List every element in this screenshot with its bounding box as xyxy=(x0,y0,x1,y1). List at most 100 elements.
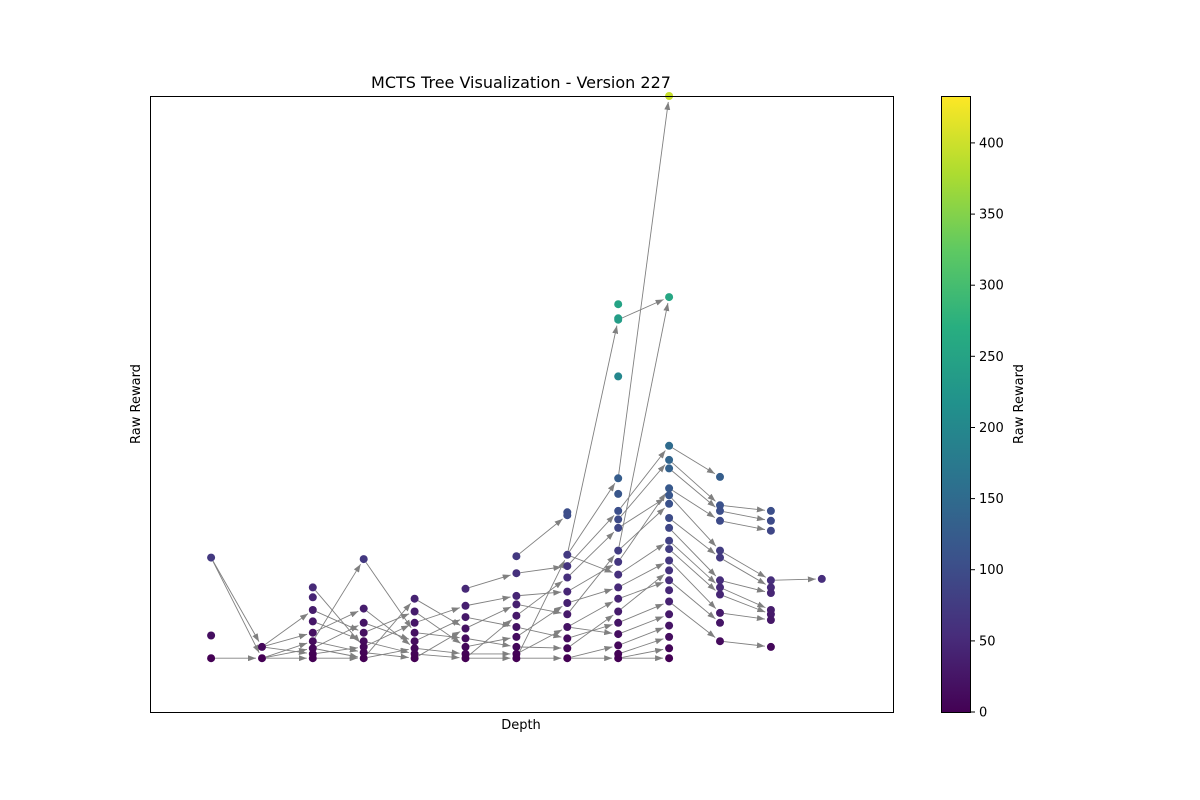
tree-node xyxy=(410,594,419,603)
tree-node xyxy=(461,634,470,643)
tree-edge xyxy=(621,627,664,645)
tree-node xyxy=(563,623,572,631)
tree-node xyxy=(716,506,724,515)
tree-node xyxy=(665,484,674,493)
colorbar-tick-label: 350 xyxy=(979,208,1004,223)
tree-edge xyxy=(567,325,619,551)
tree-node xyxy=(614,641,623,650)
tree-edge xyxy=(469,617,511,628)
tree-node xyxy=(665,586,674,595)
tree-edge xyxy=(569,531,615,576)
tree-edge xyxy=(520,565,562,574)
tree-edge xyxy=(365,603,412,656)
tree-edge xyxy=(314,563,361,639)
edges-layer xyxy=(212,101,816,662)
tree-node xyxy=(563,634,572,643)
tree-node xyxy=(665,536,674,545)
colorbar-tick-label: 150 xyxy=(979,492,1004,507)
colorbar-tick-label: 200 xyxy=(979,421,1004,436)
tree-edge xyxy=(671,520,716,555)
plot-frame xyxy=(150,96,894,713)
tree-node xyxy=(308,637,317,646)
tree-edge xyxy=(316,648,358,659)
tree-node xyxy=(563,511,572,520)
tree-edge xyxy=(264,613,309,645)
tree-node xyxy=(614,630,623,639)
tree-node xyxy=(665,621,674,630)
colorbar-tick-label: 100 xyxy=(979,563,1004,578)
tree-node xyxy=(716,501,724,510)
tree-node xyxy=(665,597,674,606)
tree-edge xyxy=(620,464,666,517)
tree-edge xyxy=(723,588,766,609)
tree-node xyxy=(308,593,317,602)
tree-edge xyxy=(367,624,410,646)
tree-node xyxy=(359,628,368,637)
tree-edge xyxy=(519,605,563,636)
tree-node xyxy=(665,632,674,641)
tree-node xyxy=(817,574,826,583)
tree-node xyxy=(308,628,317,637)
tree-node xyxy=(665,556,674,565)
tree-node xyxy=(563,550,572,559)
tree-node xyxy=(766,526,775,535)
tree-node xyxy=(563,573,572,582)
tree-node xyxy=(766,576,775,585)
tree-edge xyxy=(620,450,666,509)
tree-edge xyxy=(571,645,613,658)
tree-node xyxy=(207,631,216,640)
tree-edge xyxy=(621,299,664,319)
colorbar-ticks: 0 50 100 150 200 250 300 350 400 xyxy=(971,136,1004,721)
tree-edge xyxy=(520,627,562,639)
tree-edge xyxy=(316,610,359,632)
tree-edge xyxy=(570,588,613,603)
tree-node xyxy=(410,618,419,627)
tree-edge xyxy=(618,101,671,475)
tree-edge xyxy=(723,521,766,532)
tree-edge xyxy=(570,601,614,626)
tree-node xyxy=(359,637,368,646)
tree-node xyxy=(308,583,317,592)
tree-node xyxy=(614,489,623,498)
tree-edge xyxy=(622,647,664,658)
tree-edge xyxy=(571,627,613,636)
tree-edge xyxy=(723,641,765,649)
tree-node xyxy=(461,613,470,622)
tree-edge xyxy=(265,646,307,655)
colorbar xyxy=(941,96,971,713)
tree-edge xyxy=(570,555,613,573)
colorbar-tick-label: 250 xyxy=(979,350,1004,365)
tree-edge xyxy=(620,507,666,549)
tree-node xyxy=(512,654,521,663)
tree-node xyxy=(359,618,368,627)
tree-edge xyxy=(469,574,511,589)
tree-node xyxy=(766,506,775,515)
tree-edge xyxy=(367,623,410,640)
tree-edge xyxy=(212,560,260,654)
tree-edge xyxy=(723,595,766,613)
tree-node xyxy=(614,607,623,616)
tree-edge xyxy=(519,629,563,653)
tree-node xyxy=(410,628,419,637)
colorbar-tick-label: 50 xyxy=(979,634,996,649)
tree-edge xyxy=(418,619,461,640)
tree-node xyxy=(410,644,419,653)
tree-node xyxy=(665,545,674,554)
tree-node xyxy=(512,642,521,651)
tree-node xyxy=(563,599,572,607)
colorbar-tick-label: 300 xyxy=(979,279,1004,294)
tree-edge xyxy=(519,518,563,555)
tree-node xyxy=(512,632,521,641)
tree-edge xyxy=(417,613,461,644)
tree-node xyxy=(665,491,674,500)
tree-edge xyxy=(519,580,563,614)
colorbar-label: Raw Reward xyxy=(1012,364,1027,444)
tree-node xyxy=(614,583,623,592)
tree-edge xyxy=(618,302,670,547)
tree-edge xyxy=(367,652,409,660)
tree-node xyxy=(410,654,419,663)
tree-node xyxy=(563,562,572,571)
y-axis-label: Raw Reward xyxy=(129,364,144,444)
tree-edge xyxy=(621,543,665,573)
